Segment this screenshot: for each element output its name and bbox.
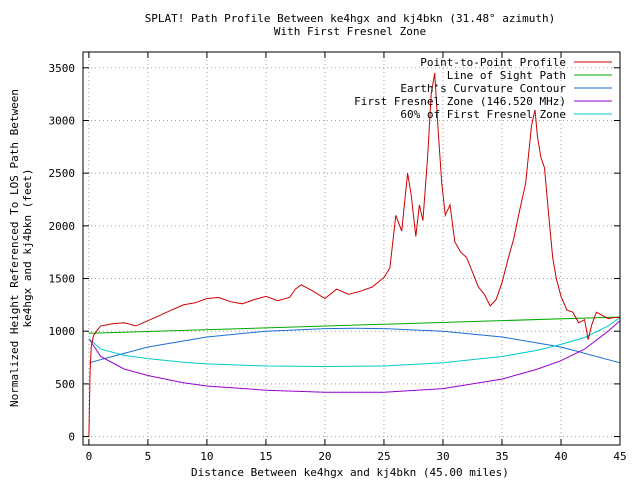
series-line-2	[88, 327, 621, 364]
legend-label: Point-to-Point Profile	[420, 56, 566, 69]
y-tick-label: 2500	[49, 167, 76, 180]
plot-frame	[82, 51, 621, 446]
legend-label: Line of Sight Path	[447, 69, 566, 82]
series-lines	[88, 73, 621, 437]
chart-title-line-2: With First Fresnel Zone	[274, 25, 426, 38]
axis-ticks: 0 5 10 15 20 25 30 35 40 45 0 500 1000 1500 2000 2500 30…	[49, 52, 627, 463]
y-tick-label: 3000	[49, 114, 76, 127]
series-line-1	[88, 316, 621, 334]
x-tick-label: 35	[495, 450, 508, 463]
legend-label: 60% of First Fresnel Zone	[400, 108, 566, 121]
series-line-0	[88, 73, 620, 437]
legend-label: First Fresnel Zone (146.520 MHz)	[354, 95, 566, 108]
x-axis-label: Distance Between ke4hgx and kj4bkn (45.0…	[191, 466, 509, 479]
legend-label: Earth's Curvature Contour	[400, 82, 566, 95]
series-line-3	[88, 320, 621, 393]
x-tick-label: 5	[145, 450, 152, 463]
y-tick-label: 1000	[49, 325, 76, 338]
y-tick-label: 500	[55, 378, 75, 391]
x-tick-label: 10	[200, 450, 213, 463]
x-tick-label: 15	[259, 450, 272, 463]
y-tick-label: 3500	[49, 62, 76, 75]
x-tick-label: 20	[318, 450, 331, 463]
x-tick-label: 25	[377, 450, 390, 463]
x-tick-label: 30	[436, 450, 449, 463]
x-tick-label: 40	[554, 450, 567, 463]
y-tick-label: 2000	[49, 220, 76, 233]
x-tick-label: 45	[613, 450, 626, 463]
y-axis-label-line-1: Normalized Height Referenced To LOS Path…	[8, 89, 21, 407]
y-axis-label-line-2: ke4hgx and kj4bkn (feet)	[21, 169, 34, 328]
x-tick-label: 0	[86, 450, 93, 463]
chart-title-line-1: SPLAT! Path Profile Between ke4hgx and k…	[145, 12, 556, 25]
y-tick-label: 1500	[49, 273, 76, 286]
y-tick-label: 0	[68, 431, 75, 444]
series-line-4	[88, 317, 621, 368]
